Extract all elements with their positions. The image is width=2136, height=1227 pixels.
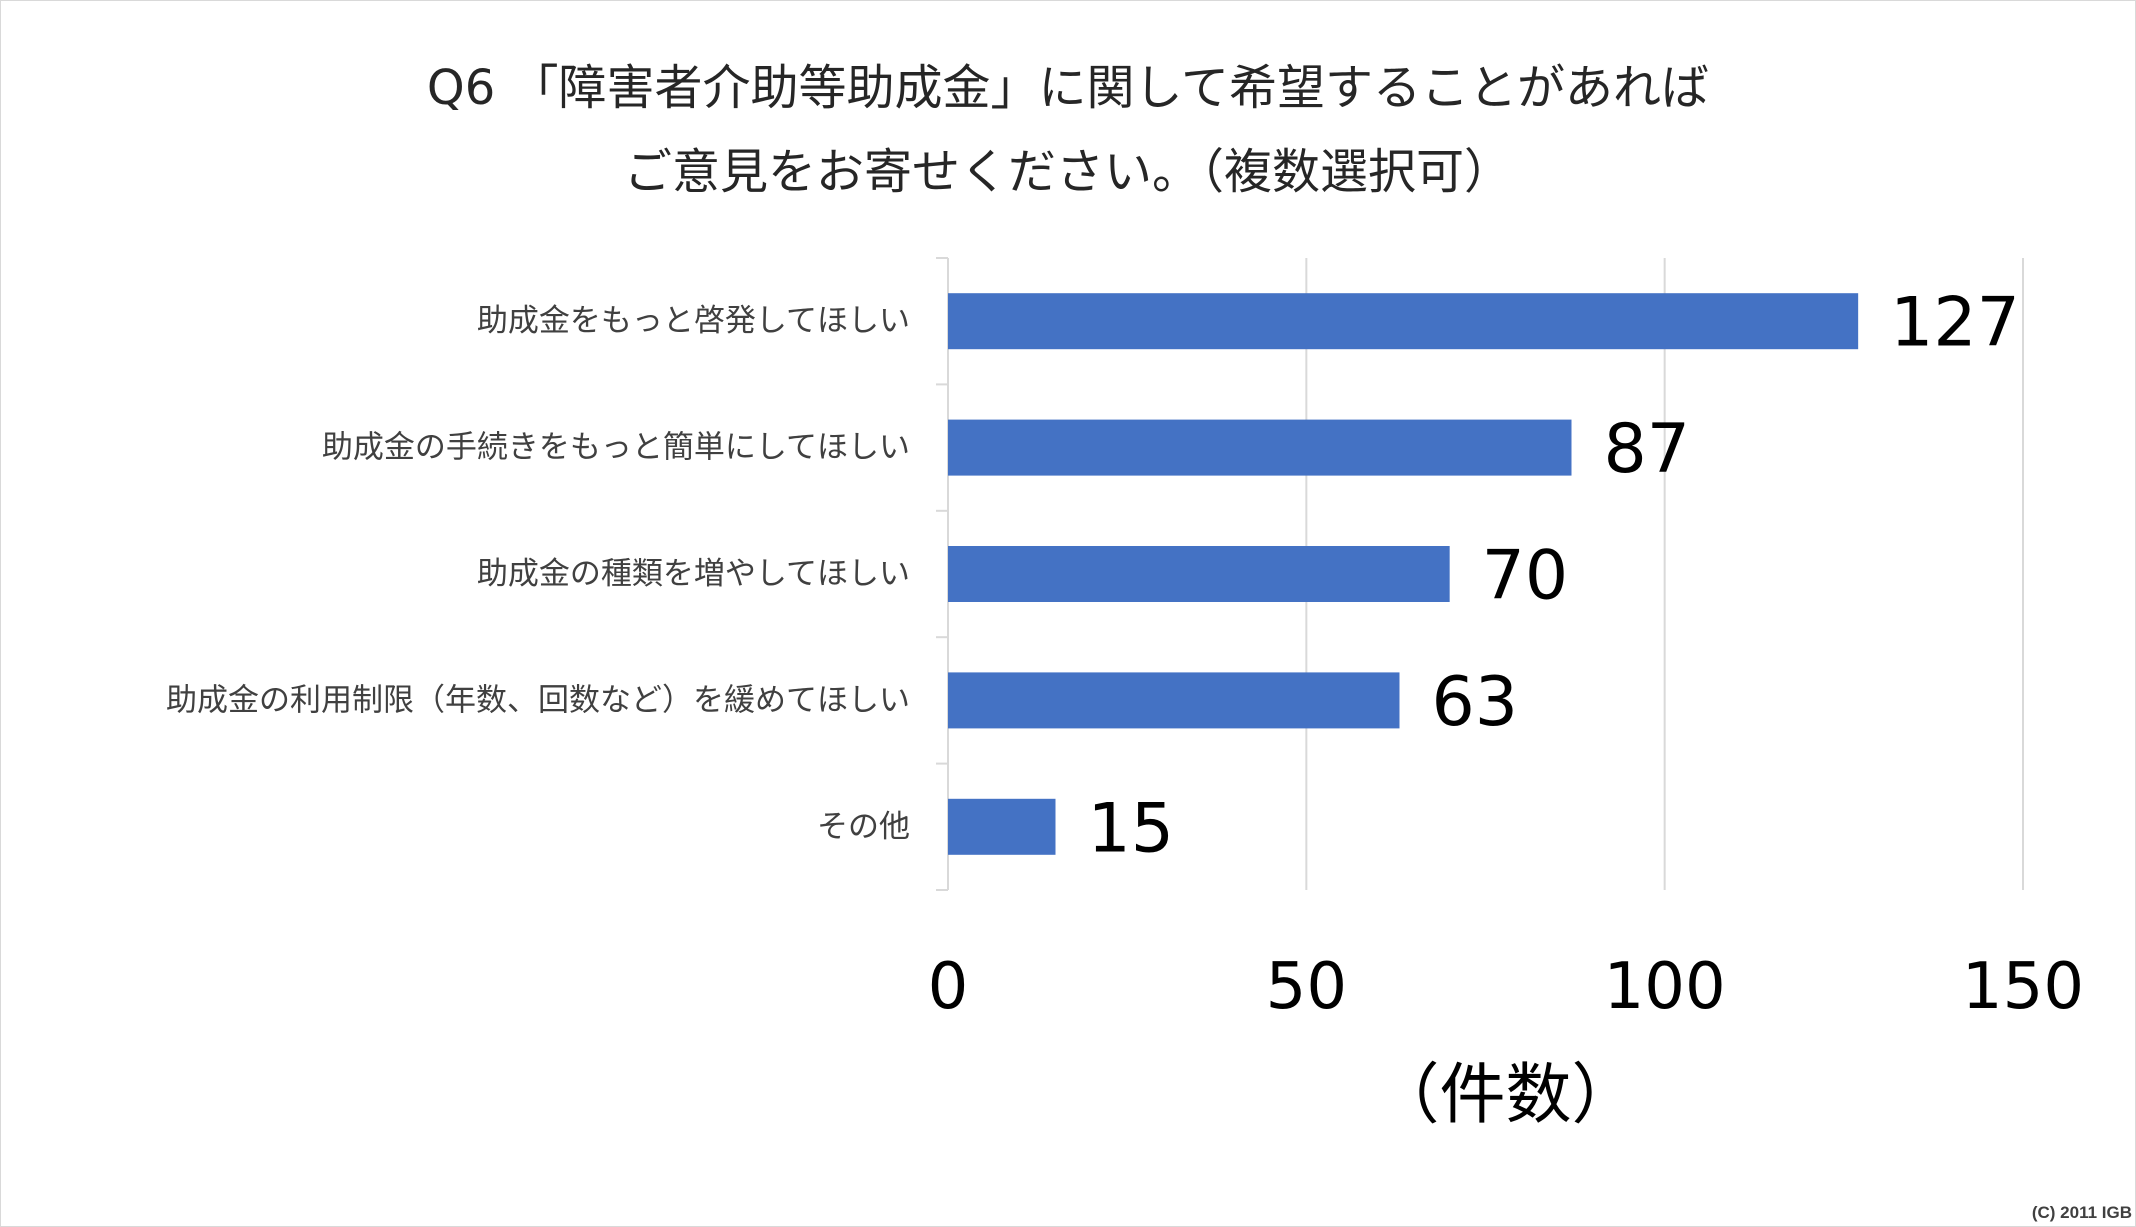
x-axis-title: （件数） (1374, 1056, 1638, 1133)
bar-3 (948, 672, 1400, 729)
x-tick-label-3: 150 (1962, 950, 2084, 1024)
x-tick-label-1: 50 (1266, 950, 1347, 1024)
bar-2 (948, 546, 1450, 602)
chart-title-line-2: ご意見をお寄せください。（複数選択可） (623, 144, 1512, 200)
copyright-credit: (C) 2011 IGB (2031, 1203, 2132, 1222)
data-label-2: 70 (1482, 537, 1569, 616)
chart-title-line-1: Q6 「障害者介助等助成金」に関して希望することがあれば (426, 60, 1710, 116)
bar-4 (948, 798, 1056, 855)
category-label-4: その他 (817, 809, 910, 845)
data-label-0: 127 (1890, 284, 2020, 363)
data-label-1: 87 (1604, 410, 1691, 489)
category-label-3: 助成金の利用制限（年数、回数など）を緩めてほしい (166, 682, 910, 718)
bar-1 (948, 419, 1572, 476)
data-label-3: 63 (1432, 663, 1519, 742)
x-tick-label-0: 0 (928, 950, 969, 1024)
bar-0 (948, 293, 1859, 350)
x-tick-label-2: 100 (1604, 950, 1726, 1024)
data-label-4: 15 (1088, 789, 1175, 868)
category-label-0: 助成金をもっと啓発してほしい (477, 303, 910, 339)
category-label-2: 助成金の種類を増やしてほしい (477, 556, 910, 592)
category-label-1: 助成金の手続きをもっと簡単にしてほしい (322, 430, 910, 466)
